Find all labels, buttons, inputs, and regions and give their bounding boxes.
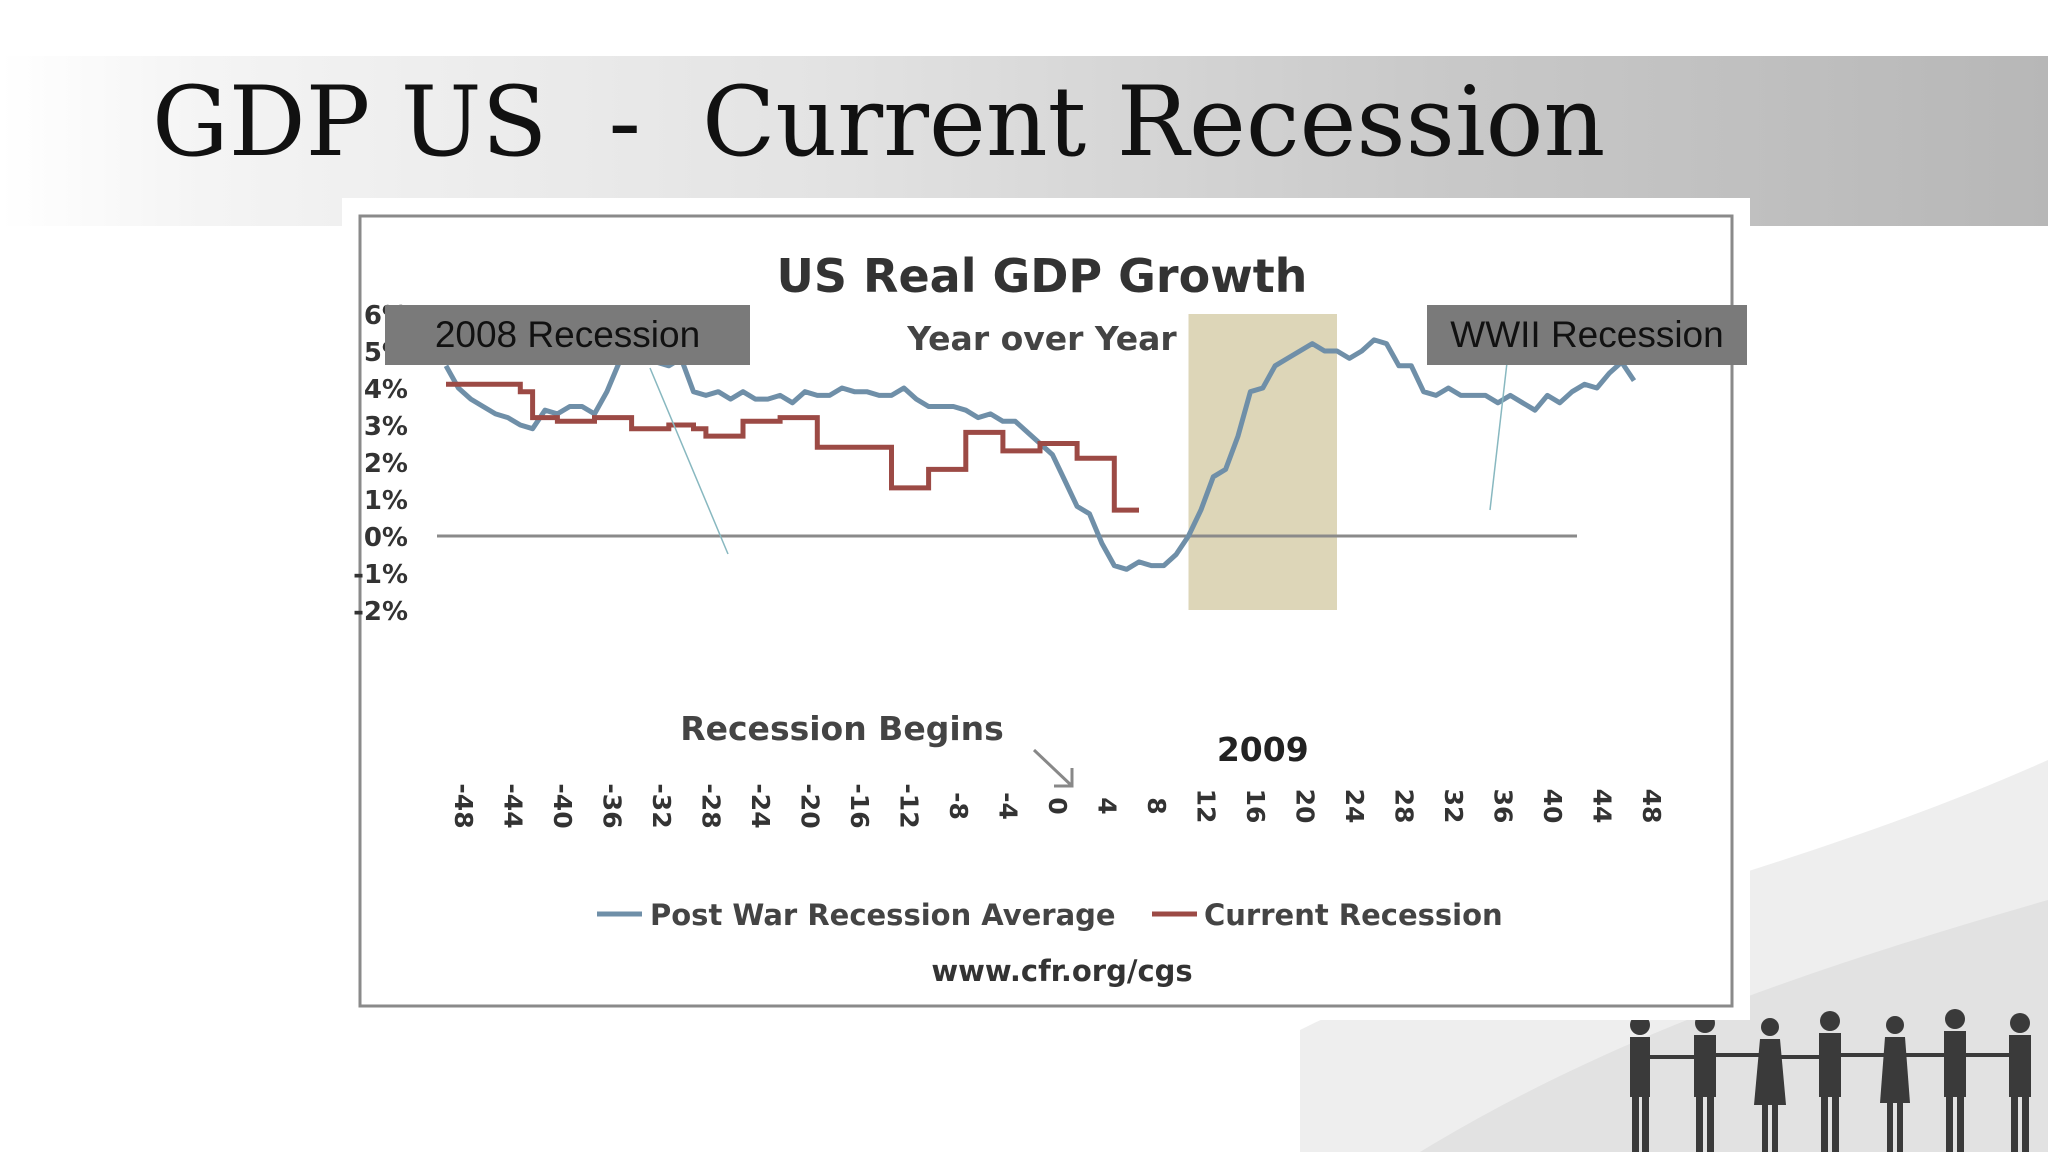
x-tick-label: 12 [1192, 789, 1221, 824]
x-tick-label: 16 [1241, 789, 1270, 824]
x-tick-label: -44 [499, 783, 528, 828]
chart-subtitle: Year over Year [906, 319, 1177, 358]
callout-2008-recession: 2008 Recession [385, 305, 750, 365]
x-tick-label: 24 [1340, 789, 1369, 824]
y-tick-label: 3% [364, 412, 408, 442]
y-tick-label: 2% [364, 449, 408, 479]
y-tick-label: 0% [364, 523, 408, 553]
x-tick-label: -28 [697, 783, 726, 828]
legend-label-post-war: Post War Recession Average [650, 898, 1116, 932]
x-tick-label: -20 [796, 783, 825, 828]
shaded-2009-region [1188, 314, 1337, 610]
shade-year-label: 2009 [1217, 730, 1309, 769]
x-tick-label: -12 [895, 783, 924, 828]
callout-2008-pointer [649, 367, 729, 555]
series-line-current [446, 381, 1139, 513]
slide-title: GDP US - Current Recession [152, 66, 1606, 178]
chart-title: US Real GDP Growth [777, 249, 1308, 303]
callout-wwii-pointer [1489, 353, 1509, 511]
x-tick-label: 20 [1291, 789, 1320, 824]
arrow-icon [1032, 748, 1074, 788]
x-tick-label: -36 [598, 783, 627, 828]
x-tick-label: 0 [1043, 797, 1072, 814]
x-tick-label: 40 [1538, 789, 1567, 824]
x-tick-label: -48 [449, 783, 478, 828]
x-tick-label: 28 [1390, 789, 1419, 824]
x-tick-label: 36 [1489, 789, 1518, 824]
x-tick-label: -32 [647, 783, 676, 828]
x-tick-label: 32 [1439, 789, 1468, 824]
x-tick-label: 48 [1637, 789, 1666, 824]
y-tick-label: 1% [364, 486, 408, 516]
x-tick-label: -16 [845, 783, 874, 828]
title-band [0, 56, 2048, 226]
y-tick-label: -2% [353, 597, 408, 627]
y-tick-label: 4% [364, 375, 408, 405]
x-tick-label: -24 [746, 783, 775, 828]
x-tick-label: 4 [1093, 797, 1122, 814]
callout-wwii-recession: WWII Recession [1427, 305, 1747, 365]
x-tick-label: 8 [1142, 797, 1171, 814]
x-tick-label: -4 [994, 792, 1023, 820]
x-tick-label: -40 [548, 783, 577, 828]
x-tick-label: 44 [1588, 789, 1617, 824]
chart-source: www.cfr.org/cgs [931, 954, 1192, 988]
people-holding-hands-image [1630, 1009, 2031, 1152]
y-tick-label: -1% [353, 560, 408, 590]
legend-label-current: Current Recession [1204, 898, 1503, 932]
recession-begins-label: Recession Begins [680, 709, 1004, 748]
x-tick-label: -8 [944, 792, 973, 820]
